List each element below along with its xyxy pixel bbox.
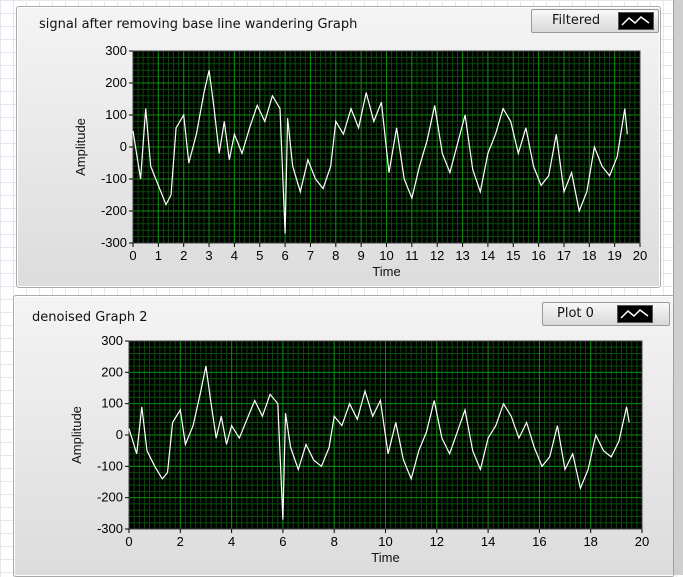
x-tick-label: 8 [332, 248, 339, 263]
x-tick-label: 3 [205, 248, 212, 263]
y-tick-label: -100 [97, 458, 123, 473]
y-tick-label: 100 [105, 107, 127, 122]
x-tick-label: 12 [430, 534, 444, 549]
y-tick-label: 300 [101, 333, 123, 348]
x-tick-label: 20 [633, 248, 647, 263]
y-tick-label: 200 [101, 364, 123, 379]
x-tick-label: 6 [279, 534, 286, 549]
plot-legend[interactable]: Filtered [531, 9, 659, 33]
y-tick-label: -300 [101, 235, 127, 250]
graph-title: denoised Graph 2 [32, 310, 148, 325]
series-line [128, 365, 630, 520]
y-tick-label: 100 [101, 396, 123, 411]
x-tick-label: 2 [177, 534, 184, 549]
x-tick-label: 5 [256, 248, 263, 263]
x-tick-label: 1 [155, 248, 162, 263]
y-tick-label: 300 [105, 43, 127, 58]
x-tick-label: 18 [582, 248, 596, 263]
y-tick-label: -300 [97, 521, 123, 536]
x-tick-label: 2 [180, 248, 187, 263]
vertical-scrollbar[interactable] [673, 0, 683, 575]
x-tick-label: 4 [228, 534, 235, 549]
plot-area[interactable]: 0 2 4 6 8 10 12 14 16 18 20 300 200 100 0 -100 -200 -300 T… [14, 296, 674, 576]
x-tick-label: 15 [506, 248, 520, 263]
x-axis-title: Time [371, 550, 399, 565]
x-tick-label: 10 [379, 248, 393, 263]
legend-label: Plot 0 [557, 306, 594, 321]
y-tick-label: 0 [116, 427, 123, 442]
x-tick-label: 10 [378, 534, 392, 549]
y-axis-title: Amplitude [69, 406, 84, 464]
plot-area[interactable]: 0 1 2 3 4 5 6 7 8 9 10 11 12 13 14 15 16 17 18 19 2030020010… [17, 7, 660, 287]
x-tick-label: 0 [125, 534, 132, 549]
series-line [132, 70, 628, 234]
y-tick-label: 200 [105, 75, 127, 90]
x-tick-label: 17 [557, 248, 571, 263]
x-tick-label: 14 [481, 534, 495, 549]
x-axis-title: Time [372, 264, 400, 279]
graph-title: signal after removing base line wanderin… [39, 17, 358, 32]
x-tick-label: 20 [635, 534, 649, 549]
x-tick-label: 12 [430, 248, 444, 263]
y-tick-label: -200 [97, 490, 123, 505]
x-tick-label: 4 [231, 248, 238, 263]
x-tick-label: 18 [583, 534, 597, 549]
y-tick-label: -200 [101, 203, 127, 218]
y-tick-label: 0 [120, 139, 127, 154]
line-style-icon[interactable] [617, 305, 653, 323]
line-style-icon[interactable] [618, 12, 654, 30]
x-tick-label: 8 [331, 534, 338, 549]
x-tick-label: 6 [281, 248, 288, 263]
x-tick-label: 7 [307, 248, 314, 263]
plot-legend[interactable]: Plot 0 [542, 302, 670, 326]
graph-panel-denoised: denoised Graph 2 Plot 0 0 2 4 6 8 10 12 14 16 18 2… [13, 295, 675, 577]
y-axis-title: Amplitude [73, 118, 88, 176]
y-tick-label: -100 [101, 171, 127, 186]
legend-label: Filtered [552, 13, 601, 28]
x-tick-label: 9 [358, 248, 365, 263]
x-tick-label: 16 [532, 534, 546, 549]
x-tick-label: 13 [455, 248, 469, 263]
x-tick-label: 16 [531, 248, 545, 263]
x-tick-label: 19 [607, 248, 621, 263]
graph-panel-filtered: signal after removing base line wanderin… [16, 6, 661, 288]
x-tick-label: 0 [129, 248, 136, 263]
x-tick-label: 14 [481, 248, 495, 263]
x-tick-label: 11 [405, 248, 419, 263]
